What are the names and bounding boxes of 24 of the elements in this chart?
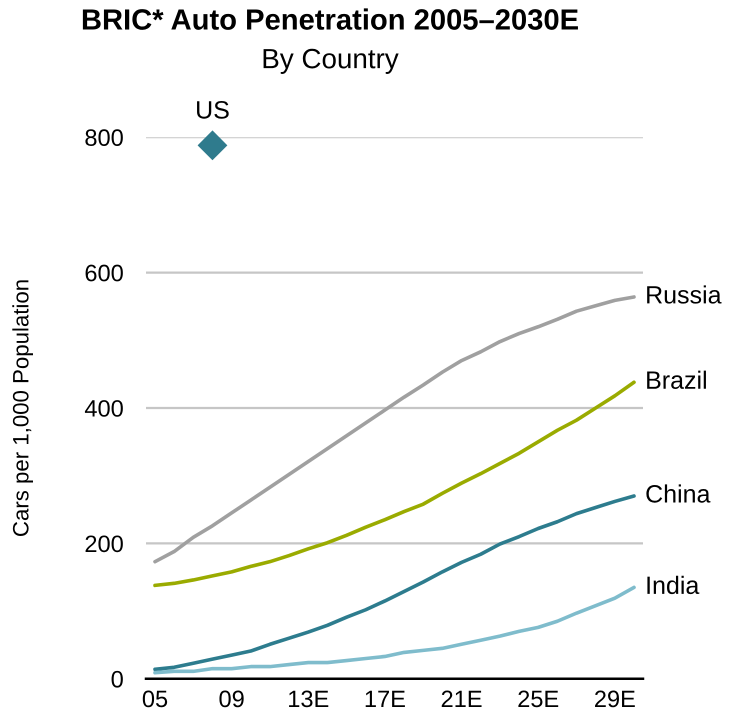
y-tick-label: 0 <box>112 670 123 688</box>
line-series <box>153 586 636 675</box>
line-series <box>153 380 636 588</box>
series-label: US <box>197 101 229 119</box>
y-axis-title: Cars per 1,000 Population <box>12 280 33 536</box>
x-tick-label: 13E <box>289 690 328 708</box>
y-tick-label: 800 <box>85 129 123 146</box>
x-tick-label: 17E <box>366 690 405 708</box>
line-series <box>153 295 636 564</box>
chart-subtitle: By Country <box>264 48 399 74</box>
series-label: Russia <box>647 285 722 304</box>
chart-title: BRIC* Auto Penetration 2005–2030E <box>82 8 578 30</box>
x-tick-label: 21E <box>442 690 482 708</box>
x-tick-label: 09 <box>219 690 244 708</box>
series-label: China <box>646 484 710 503</box>
x-tick-label: 29E <box>595 690 635 708</box>
y-tick-label: 400 <box>84 400 123 417</box>
series-label: Brazil <box>647 370 706 389</box>
x-tick-label: 05 <box>142 690 168 708</box>
y-tick-label: 600 <box>86 264 123 282</box>
x-tick-label: 25E <box>518 690 558 708</box>
y-tick-label: 200 <box>86 535 123 552</box>
series-label: India <box>647 576 700 594</box>
line-series <box>153 494 636 672</box>
